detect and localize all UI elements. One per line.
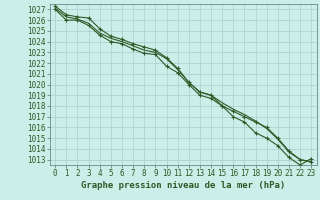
X-axis label: Graphe pression niveau de la mer (hPa): Graphe pression niveau de la mer (hPa): [81, 181, 285, 190]
